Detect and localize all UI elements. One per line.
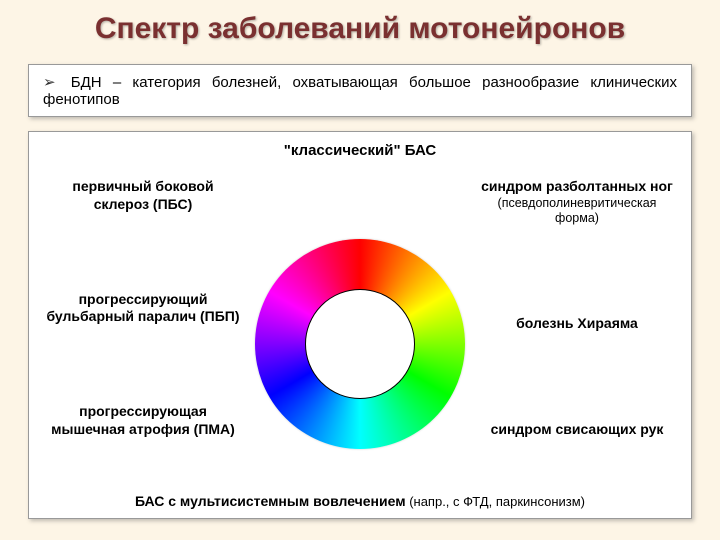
left-item-1: первичный боковой склероз (ПБС)	[43, 178, 243, 213]
diagram-box: "классический" БАС первичный боковой скл…	[28, 131, 692, 519]
intro-box: ➢ БДН – категория болезней, охватывающая…	[28, 64, 692, 117]
bullet-icon: ➢	[43, 74, 56, 91]
intro-text: БДН – категория болезней, охватывающая б…	[43, 74, 677, 108]
left-column: первичный боковой склероз (ПБС) прогресс…	[43, 178, 243, 438]
slide-title: Спектр заболеваний мотонейронов	[0, 0, 720, 54]
diagram-top-label: "классический" БАС	[29, 132, 691, 163]
diagram-bottom-label: БАС с мультисистемным вовлечением (напр.…	[29, 493, 691, 511]
left-item-2: прогрессирующий бульбарный паралич (ПБП)	[43, 291, 243, 326]
right-item-3: синдром свисающих рук	[477, 421, 677, 439]
right-item-1: синдром разболтанных ног (псевдополиневр…	[477, 178, 677, 227]
right-column: синдром разболтанных ног (псевдополиневр…	[477, 178, 677, 438]
color-wheel	[255, 239, 465, 449]
left-item-3: прогрессирующая мышечная атрофия (ПМА)	[43, 403, 243, 438]
right-item-2: болезнь Хираяма	[477, 315, 677, 333]
color-wheel-inner	[305, 289, 415, 399]
